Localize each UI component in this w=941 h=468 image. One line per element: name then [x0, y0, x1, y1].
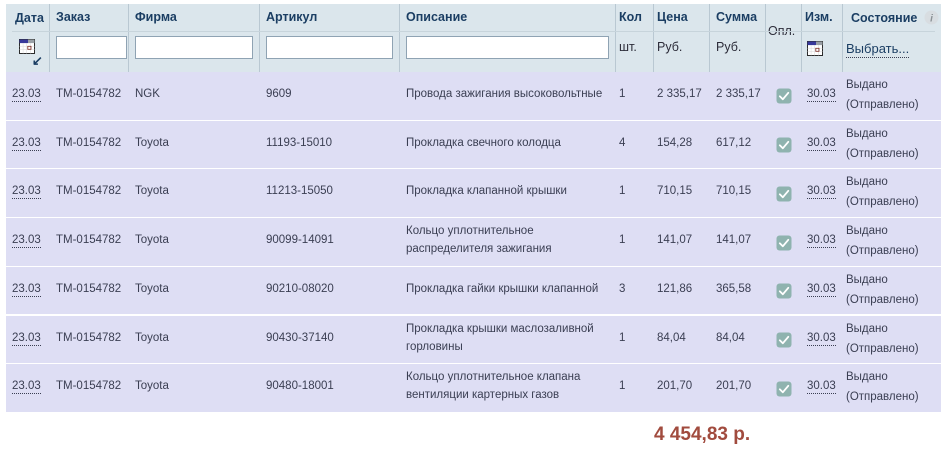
svg-text:i: i: [930, 14, 933, 25]
